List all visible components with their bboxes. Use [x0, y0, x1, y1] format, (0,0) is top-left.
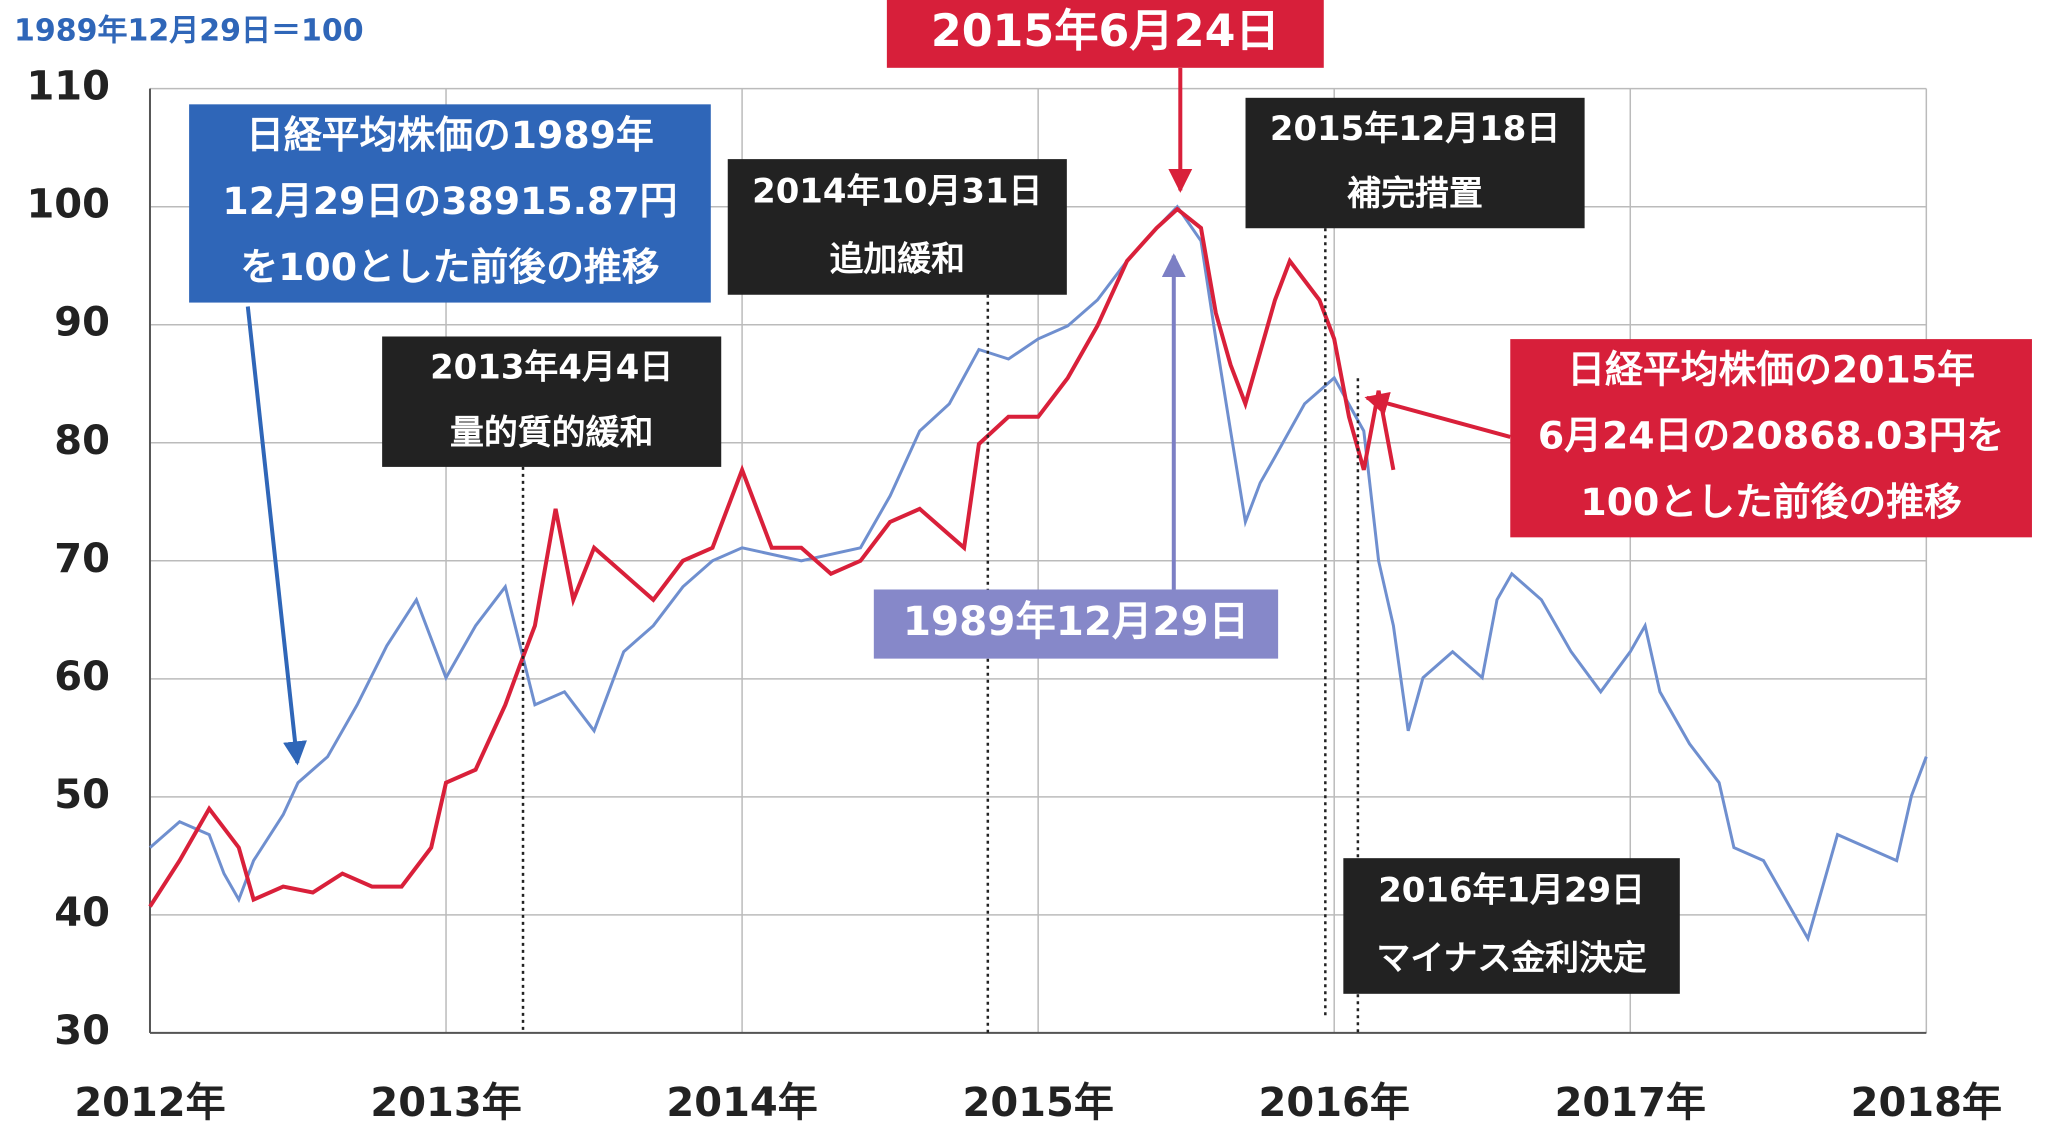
annotation-box	[1343, 858, 1680, 994]
y-tick-label: 60	[54, 654, 110, 700]
annotation-text: 100とした前後の推移	[1580, 480, 1961, 524]
annotation-text: を100とした前後の推移	[240, 245, 659, 289]
annotation-box	[886, 0, 1324, 68]
annotation-box	[727, 159, 1067, 295]
y-tick-label: 110	[26, 64, 110, 110]
x-tick-label: 2012年	[74, 1080, 225, 1126]
annotation-arrow	[245, 306, 307, 766]
annotation-text: 日経平均株価の2015年	[1567, 348, 1975, 392]
y-tick-label: 80	[54, 418, 110, 464]
annotation-text: 追加緩和	[830, 239, 966, 278]
y-tick-label: 70	[54, 536, 110, 582]
y-axis-label: 1989年12月29日＝100	[14, 14, 364, 49]
series-line	[148, 206, 1396, 908]
annotation-text: 補完措置	[1347, 174, 1483, 213]
annotation-arrow	[1364, 391, 1511, 439]
y-tick-label: 100	[26, 182, 110, 228]
x-tick-label: 2017年	[1555, 1080, 1706, 1126]
annotation-box	[189, 104, 711, 303]
annotation-text: 2016年1月29日	[1378, 871, 1645, 910]
annotation-text: 2015年6月24日	[931, 6, 1280, 57]
annotation-box	[382, 336, 722, 467]
x-tick-label: 2016年	[1259, 1080, 1410, 1126]
annotation-text: 量的質的緩和	[450, 413, 653, 452]
x-tick-label: 2014年	[666, 1080, 817, 1126]
annotation-box	[1245, 97, 1585, 229]
annotation-text: 2014年10月31日	[752, 172, 1042, 211]
x-tick-label: 2015年	[962, 1080, 1113, 1126]
annotation-text: 日経平均株価の1989年	[246, 113, 654, 157]
annotation-text: 6月24日の20868.03円を	[1538, 414, 2005, 458]
annotation-text: マイナス金利決定	[1376, 938, 1647, 977]
annotation-box	[873, 589, 1279, 659]
annotation-text: 2013年4月4日	[430, 348, 673, 387]
y-tick-label: 40	[54, 890, 110, 936]
annotation-text: 2015年12月18日	[1270, 109, 1560, 148]
x-tick-label: 2013年	[370, 1080, 521, 1126]
y-tick-label: 30	[54, 1008, 110, 1054]
annotation-box	[1510, 339, 2032, 538]
y-tick-label: 50	[54, 772, 110, 818]
x-tick-label: 2018年	[1851, 1080, 2002, 1126]
annotation-text: 12月29日の38915.87円	[222, 179, 677, 223]
y-tick-label: 90	[54, 300, 110, 346]
annotation-text: 1989年12月29日	[903, 597, 1249, 645]
